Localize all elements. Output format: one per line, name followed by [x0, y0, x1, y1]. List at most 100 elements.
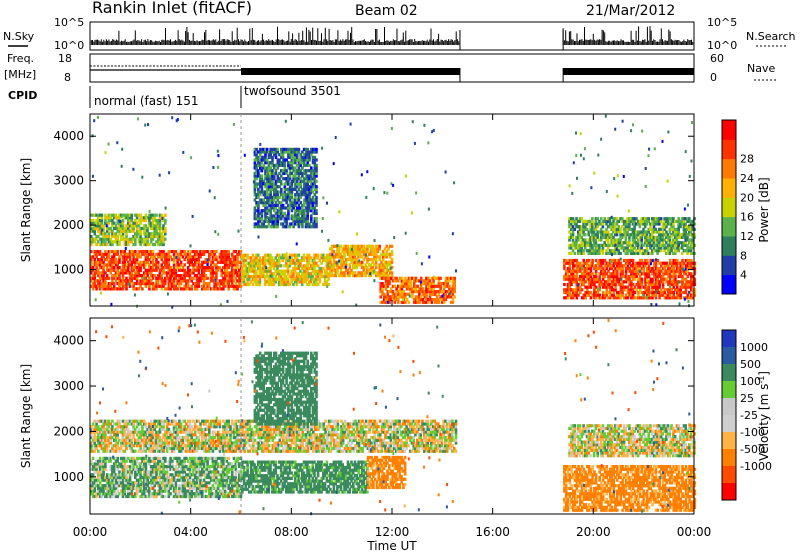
range-cell	[385, 252, 389, 256]
range-cell	[656, 266, 660, 271]
range-cell	[116, 252, 119, 256]
range-cell	[379, 276, 382, 280]
range-cell	[309, 280, 313, 284]
range-cell	[591, 293, 594, 297]
range-cell	[265, 169, 269, 173]
range-cell	[260, 201, 264, 205]
range-cell	[287, 153, 290, 157]
range-cell	[290, 179, 294, 183]
range-cell	[116, 234, 119, 239]
range-cell	[679, 264, 682, 268]
range-cell	[571, 235, 575, 239]
range-cell	[366, 170, 369, 174]
range-cell	[294, 198, 297, 202]
range-cell	[125, 240, 128, 244]
range-cell	[626, 251, 629, 255]
range-cell	[621, 233, 624, 237]
range-cell	[90, 271, 93, 275]
range-cell	[107, 282, 111, 286]
range-cell	[652, 235, 656, 239]
range-cell	[280, 163, 283, 167]
range-cell	[661, 243, 665, 247]
range-cell	[167, 287, 171, 291]
range-cell	[263, 253, 267, 257]
range-cell	[230, 279, 234, 283]
range-cell	[448, 276, 451, 280]
range-cell	[112, 282, 116, 286]
range-cell	[334, 255, 337, 259]
range-cell	[360, 250, 364, 254]
range-cell	[653, 264, 656, 268]
range-cell	[98, 266, 102, 270]
range-cell	[130, 274, 134, 278]
range-cell	[283, 256, 286, 260]
range-cell	[234, 282, 238, 286]
range-cell	[577, 266, 580, 271]
range-cell	[674, 258, 677, 263]
range-cell	[391, 298, 395, 302]
range-cell	[288, 255, 291, 259]
range-cell	[682, 235, 686, 239]
range-cell	[232, 268, 236, 272]
range-cell	[90, 478, 93, 482]
range-cell	[232, 279, 236, 283]
range-cell	[281, 158, 285, 162]
range-cell	[127, 271, 130, 275]
range-cell	[589, 274, 593, 279]
range-cell	[266, 215, 269, 219]
range-cell	[661, 225, 665, 229]
range-cell	[610, 222, 613, 226]
range-cell	[365, 195, 368, 199]
range-cell	[100, 276, 104, 280]
range-cell	[183, 250, 186, 254]
range-cell	[279, 272, 283, 276]
range-cell	[135, 255, 139, 259]
range-cell	[123, 263, 127, 267]
range-cell	[568, 184, 571, 188]
range-cell	[601, 243, 605, 247]
range-cell	[220, 282, 223, 286]
range-cell	[606, 230, 610, 234]
range-cell	[637, 293, 640, 297]
range-cell	[646, 279, 649, 283]
range-cell	[364, 263, 367, 267]
range-cell	[111, 224, 114, 228]
range-cell	[294, 185, 297, 189]
range-cell	[615, 233, 619, 237]
range-cell	[165, 255, 169, 259]
range-cell	[262, 201, 265, 205]
range-cell	[404, 282, 407, 286]
range-cell	[652, 238, 656, 242]
range-cell	[593, 274, 596, 279]
range-cell	[271, 171, 274, 175]
range-cell	[577, 235, 580, 239]
range-cell	[608, 233, 612, 237]
range-cell	[679, 272, 682, 276]
range-cell	[127, 226, 130, 231]
range-cell	[262, 269, 265, 273]
range-cell	[95, 481, 98, 485]
range-cell	[689, 230, 693, 234]
range-cell	[220, 271, 223, 275]
range-cell	[343, 252, 346, 256]
range-cell	[637, 285, 640, 289]
range-cell	[645, 258, 649, 263]
range-cell	[255, 225, 258, 229]
range-cell	[179, 279, 183, 283]
range-cell	[267, 258, 270, 263]
range-cell	[285, 252, 288, 256]
range-cell	[663, 246, 666, 250]
range-cell	[374, 247, 378, 251]
range-cell	[285, 269, 288, 273]
range-cell	[614, 243, 617, 247]
range-cell	[95, 284, 98, 288]
range-cell	[111, 255, 114, 259]
range-cell	[605, 190, 608, 193]
range-cell	[352, 244, 355, 248]
range-cell	[590, 186, 593, 190]
range-cell	[121, 232, 125, 236]
range-cell	[359, 247, 362, 251]
range-cell	[260, 209, 264, 213]
range-cell	[644, 258, 647, 263]
range-cell	[274, 274, 278, 279]
